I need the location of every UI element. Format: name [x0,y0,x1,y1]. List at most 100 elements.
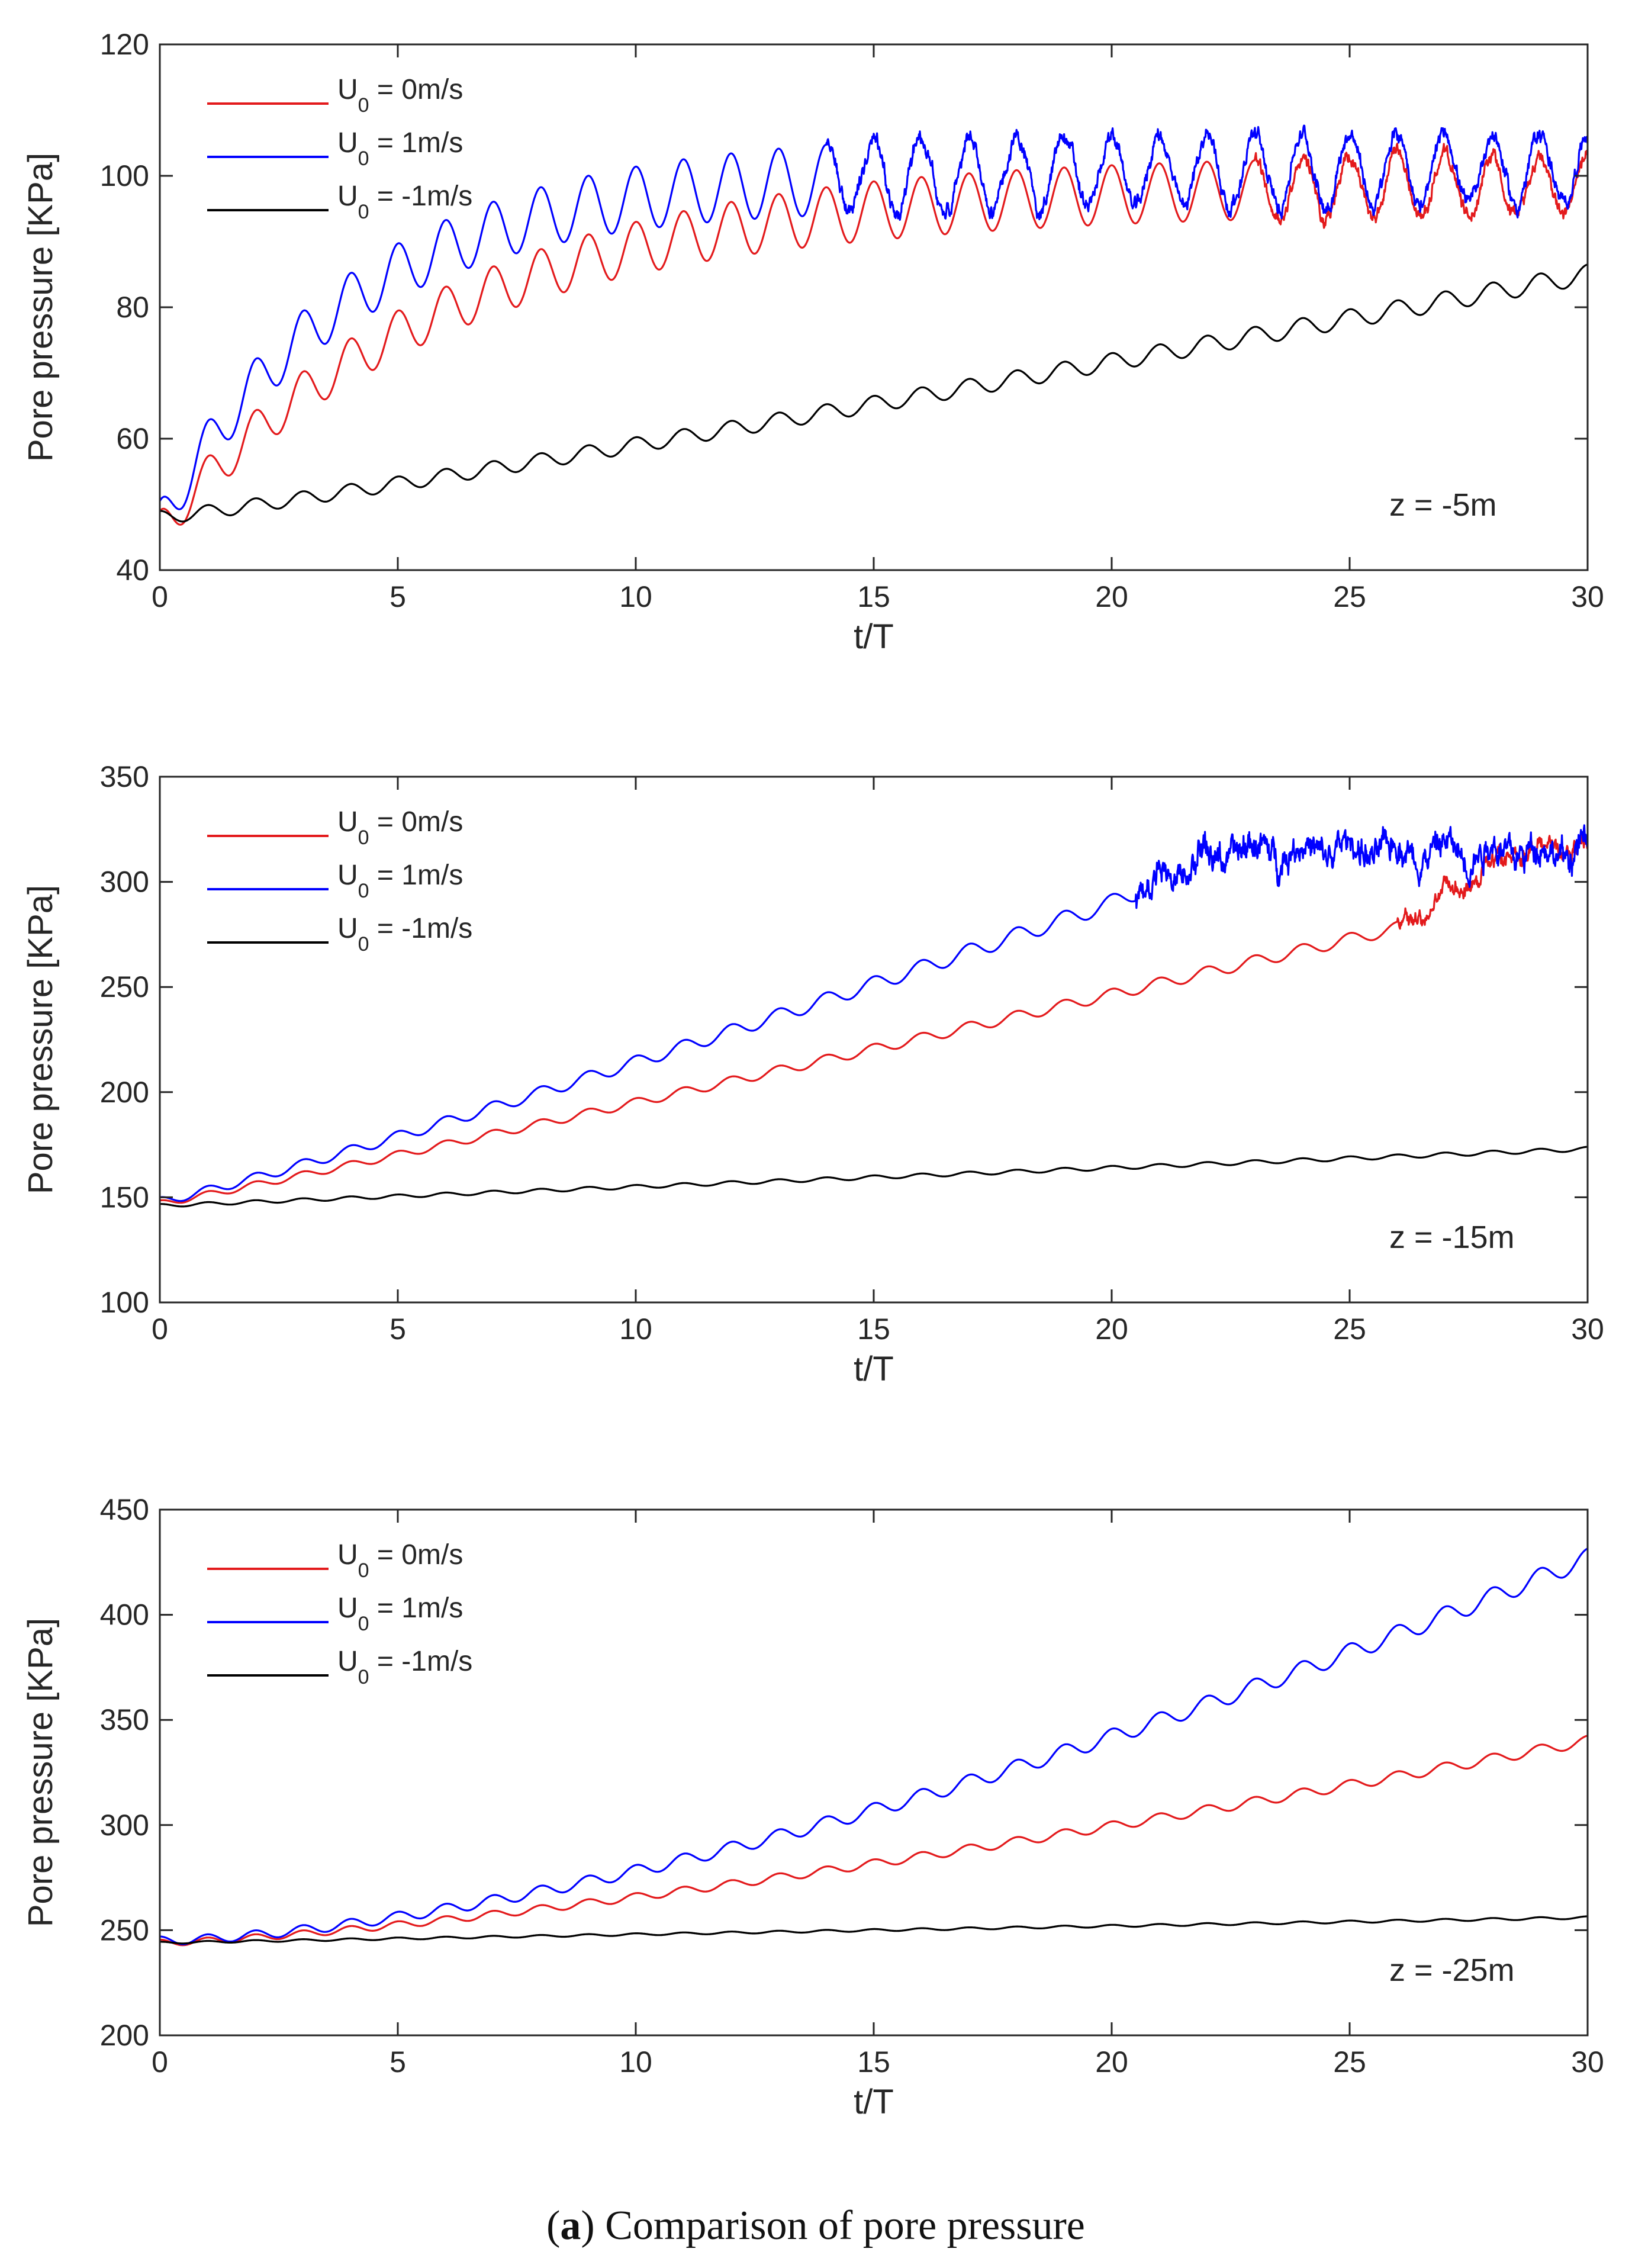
legend-label-subscript: 0 [358,1666,369,1688]
legend-entry-label: U0 = 0m/s [337,1539,463,1582]
legend-label-main: U [337,1646,358,1677]
y-axis-label: Pore pressure [KPa] [21,1618,60,1927]
y-tick-label: 60 [116,422,149,455]
legend-label-subscript: 0 [358,201,369,223]
legend-label-main: U [337,913,358,944]
y-tick-label: 120 [100,28,149,61]
x-tick-label: 0 [152,2045,168,2079]
x-tick-label: 20 [1095,2045,1128,2079]
panel-z-25m: 0 5 10 15 20 25 30 200 250 300 350 400 450 t/T Pore pr… [21,1493,1604,2121]
legend-label-main: U [337,74,358,105]
legend-entry-label: U0 = 0m/s [337,806,463,849]
series-line-0ms [160,834,1588,1204]
x-axis-label: t/T [854,2083,894,2121]
legend-entry-label: U0 = 0m/s [337,74,463,117]
y-tick-label: 200 [100,2019,149,2052]
legend-label-subscript: 0 [358,1559,369,1582]
legend-label-main: U [337,1539,358,1571]
legend-entry-label: U0 = -1m/s [337,913,472,956]
series-group [160,124,1588,526]
series-line-1ms [160,124,1588,510]
legend-label-main: U [337,127,358,159]
x-tick-label: 30 [1571,1312,1604,1346]
y-tick-label: 250 [100,1913,149,1947]
depth-annotation: z = -5m [1389,487,1497,523]
y-tick-label: 200 [100,1076,149,1109]
y-tick-label: 400 [100,1598,149,1632]
legend-entry-label: U0 = -1m/s [337,1646,472,1688]
x-tick-label: 20 [1095,1312,1128,1346]
legend-label-subscript: 0 [358,933,369,956]
y-tick-label: 100 [100,159,149,192]
legend: U0 = 0m/sU0 = 1m/sU0 = -1m/s [207,1539,472,1688]
depth-annotation: z = -15m [1389,1220,1515,1255]
legend-label-rest: = -1m/s [369,1646,473,1677]
depth-annotation: z = -25m [1389,1952,1515,1988]
y-tick-label: 350 [100,760,149,793]
x-tick-label: 0 [152,580,168,613]
plot-area [160,1510,1588,2035]
legend-label-subscript: 0 [358,1613,369,1635]
caption-label: a [560,2203,581,2248]
x-tick-label: 25 [1333,1312,1366,1346]
panel-z-15m: 0 5 10 15 20 25 30 100 150 200 250 300 350 t/T Pore pr… [21,760,1604,1388]
legend-label-rest: = -1m/s [369,181,473,212]
legend: U0 = 0m/sU0 = 1m/sU0 = -1m/s [207,806,472,956]
x-tick-label: 15 [857,1312,890,1346]
caption-text: Comparison of pore pressure [605,2203,1085,2248]
legend-entry-label: U0 = 1m/s [337,1593,463,1635]
legend-label-rest: = 1m/s [369,1593,463,1624]
y-tick-label: 350 [100,1703,149,1736]
legend-label-main: U [337,1593,358,1624]
plot-area [160,777,1588,1302]
series-group [160,824,1588,1208]
legend-label-rest: = -1m/s [369,913,473,944]
legend-label-rest: = 1m/s [369,860,463,891]
y-tick-label: 250 [100,970,149,1003]
x-tick-label: 10 [619,2045,652,2079]
figure-caption: (a) Comparison of pore pressure [546,2203,1085,2248]
x-tick-label: 10 [619,1312,652,1346]
x-tick-label: 15 [857,2045,890,2079]
x-axis-label: t/T [854,617,894,656]
y-tick-label: 80 [116,291,149,324]
x-tick-label: 0 [152,1312,168,1346]
x-tick-label: 15 [857,580,890,613]
series-line-1ms [160,824,1588,1202]
x-axis-label: t/T [854,1350,894,1388]
legend-entry-label: U0 = 1m/s [337,127,463,170]
legend-entry-label: U0 = 1m/s [337,860,463,902]
legend-label-subscript: 0 [358,94,369,117]
legend-label-rest: = 0m/s [369,806,463,838]
y-axis-label: Pore pressure [KPa] [21,153,60,462]
legend-entry-label: U0 = -1m/s [337,181,472,223]
y-axis-label: Pore pressure [KPa] [21,885,60,1194]
x-tick-label: 25 [1333,2045,1366,2079]
x-tick-label: 5 [390,2045,406,2079]
x-tick-label: 10 [619,580,652,613]
y-tick-label: 450 [100,1493,149,1526]
y-tick-label: 150 [100,1180,149,1214]
legend: U0 = 0m/sU0 = 1m/sU0 = -1m/s [207,74,472,223]
series-line-0ms [160,143,1588,526]
series-line--1ms [160,1915,1588,1945]
y-tick-label: 300 [100,866,149,899]
series-line--1ms [160,263,1588,523]
legend-label-main: U [337,806,358,838]
x-tick-label: 30 [1571,580,1604,613]
series-line-0ms [160,1735,1588,1947]
x-tick-label: 5 [390,580,406,613]
y-tick-label: 100 [100,1286,149,1319]
series-line--1ms [160,1146,1588,1208]
x-tick-label: 25 [1333,580,1366,613]
legend-label-subscript: 0 [358,147,369,170]
x-tick-label: 30 [1571,2045,1604,2079]
panel-z-5m: 0 5 10 15 20 25 30 40 60 80 100 120 t/T Pore pressure… [21,28,1604,656]
series-group [160,1548,1588,1947]
x-tick-label: 20 [1095,580,1128,613]
plot-area [160,44,1588,570]
legend-label-rest: = 0m/s [369,74,463,105]
legend-label-main: U [337,181,358,212]
series-line-1ms [160,1548,1588,1945]
